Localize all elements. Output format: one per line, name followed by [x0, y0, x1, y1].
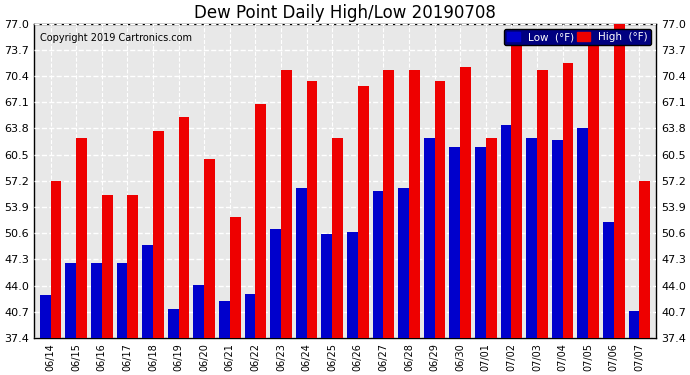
Bar: [384, 70, 394, 338]
Bar: [373, 191, 384, 338]
Bar: [501, 125, 511, 338]
Bar: [424, 138, 435, 338]
Bar: [640, 181, 650, 338]
Bar: [552, 140, 562, 338]
Bar: [168, 309, 179, 338]
Bar: [117, 262, 128, 338]
Bar: [50, 181, 61, 338]
Bar: [603, 222, 614, 338]
Bar: [332, 138, 343, 338]
Bar: [409, 70, 420, 338]
Bar: [358, 86, 368, 338]
Bar: [270, 229, 281, 338]
Bar: [40, 295, 50, 338]
Bar: [179, 117, 189, 338]
Bar: [142, 245, 153, 338]
Bar: [629, 311, 640, 338]
Legend: Low  (°F), High  (°F): Low (°F), High (°F): [504, 29, 651, 45]
Bar: [537, 70, 548, 338]
Bar: [589, 40, 599, 338]
Bar: [449, 147, 460, 338]
Bar: [306, 81, 317, 338]
Bar: [193, 285, 204, 338]
Bar: [230, 216, 241, 338]
Bar: [281, 70, 292, 338]
Bar: [245, 294, 255, 338]
Bar: [153, 131, 164, 338]
Bar: [204, 159, 215, 338]
Bar: [66, 262, 76, 338]
Title: Dew Point Daily High/Low 20190708: Dew Point Daily High/Low 20190708: [194, 4, 496, 22]
Bar: [486, 138, 497, 338]
Bar: [526, 138, 537, 338]
Bar: [101, 195, 112, 338]
Bar: [398, 188, 409, 338]
Bar: [578, 129, 589, 338]
Bar: [255, 104, 266, 338]
Bar: [91, 262, 101, 338]
Bar: [475, 147, 486, 338]
Bar: [296, 188, 306, 338]
Bar: [128, 195, 138, 338]
Bar: [511, 38, 522, 338]
Bar: [322, 234, 332, 338]
Bar: [435, 81, 445, 338]
Bar: [460, 67, 471, 338]
Bar: [219, 301, 230, 338]
Bar: [347, 232, 358, 338]
Bar: [562, 63, 573, 338]
Text: Copyright 2019 Cartronics.com: Copyright 2019 Cartronics.com: [40, 33, 192, 43]
Bar: [76, 138, 87, 338]
Bar: [614, 24, 624, 338]
